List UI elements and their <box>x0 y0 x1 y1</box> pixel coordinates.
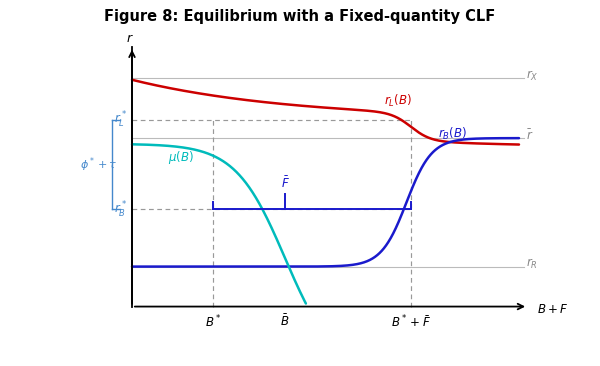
Text: $B^* + \bar{F}$: $B^* + \bar{F}$ <box>391 314 431 330</box>
Text: $r_L^*$: $r_L^*$ <box>115 109 128 130</box>
Text: $r$: $r$ <box>126 32 134 45</box>
Text: $\bar{r}$: $\bar{r}$ <box>526 128 533 143</box>
Text: $\bar{F}$: $\bar{F}$ <box>281 176 289 191</box>
Text: $r_B(B)$: $r_B(B)$ <box>438 126 467 142</box>
Text: Figure 8: Equilibrium with a Fixed-quantity CLF: Figure 8: Equilibrium with a Fixed-quant… <box>104 9 496 24</box>
Text: $\mu(B)$: $\mu(B)$ <box>168 149 194 166</box>
Text: $\phi^* + \tau$: $\phi^* + \tau$ <box>80 155 118 174</box>
Text: $r_B^*$: $r_B^*$ <box>115 199 128 220</box>
Text: $r_R$: $r_R$ <box>526 257 538 271</box>
Text: $B + F$: $B + F$ <box>537 303 568 316</box>
Text: $B^*$: $B^*$ <box>205 314 221 330</box>
Text: $\bar{B}$: $\bar{B}$ <box>280 314 290 329</box>
Text: $r_X$: $r_X$ <box>526 69 538 83</box>
Text: $r_L(B)$: $r_L(B)$ <box>384 93 412 109</box>
